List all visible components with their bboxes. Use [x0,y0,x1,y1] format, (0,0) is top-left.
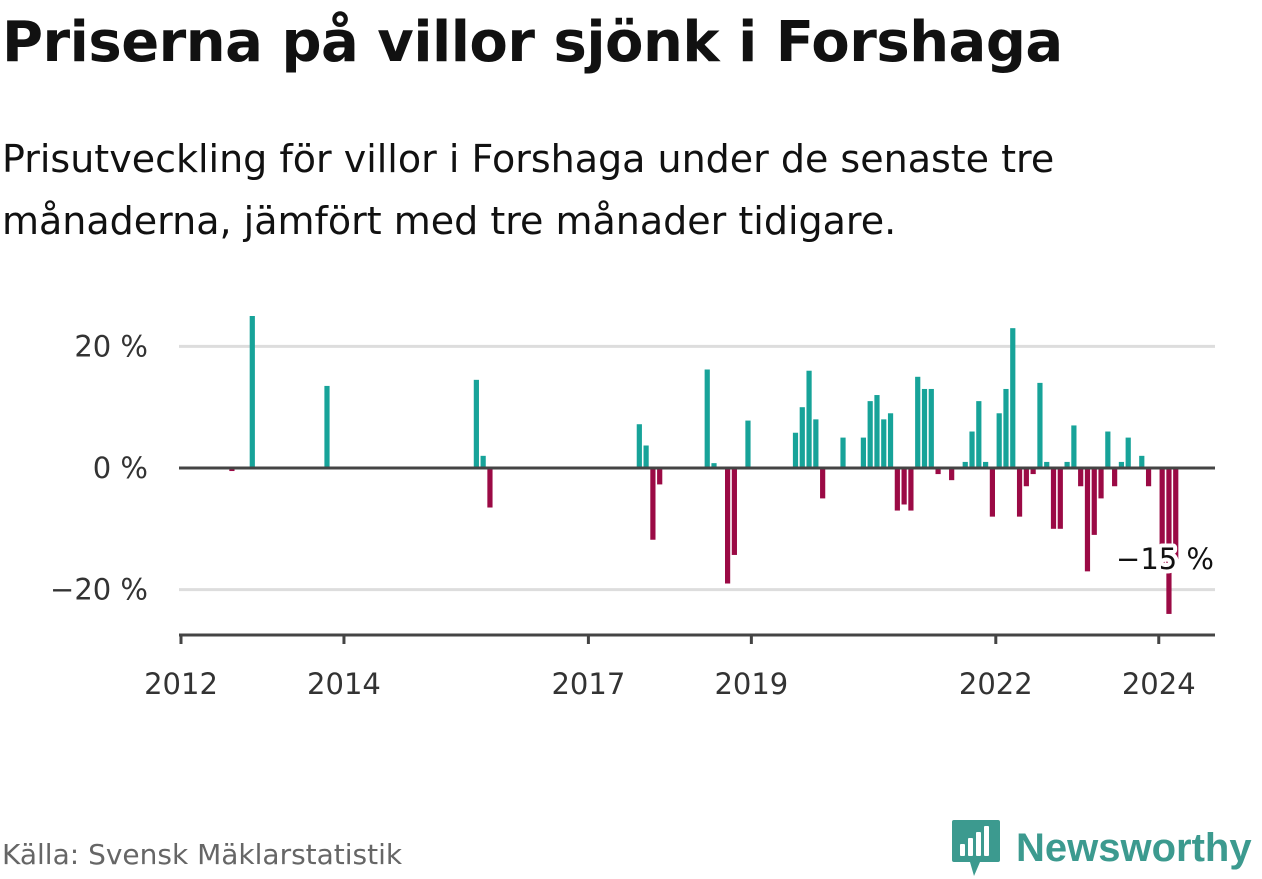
bar [643,445,649,468]
bar [1078,468,1084,487]
bar [1125,437,1131,468]
bar [894,468,900,511]
bar [1145,468,1152,487]
bar [229,468,235,472]
newsworthy-icon [952,820,1000,876]
bar [1023,468,1029,487]
bar [867,401,873,468]
bar [989,468,995,517]
bar [860,437,866,468]
bar [745,420,751,468]
bar [1166,468,1172,614]
bar [1057,468,1063,529]
bar [1050,468,1057,529]
bar [1112,468,1118,487]
bar [636,424,642,468]
x-tick-label: 2012 [144,667,218,701]
bar [983,461,989,468]
bar [881,419,887,468]
x-tick-label: 2014 [307,667,381,701]
bar [976,401,982,468]
bar [792,432,799,468]
bar [249,316,255,468]
bar [820,468,826,499]
chart-subtitle: Prisutveckling för villor i Forshaga und… [2,137,1055,243]
bar [887,413,894,468]
bar [921,388,928,468]
bar [1159,468,1165,569]
bar [1118,461,1125,468]
axes [179,466,1215,644]
brand-name: Newsworthy [1016,825,1252,870]
annotation-label: −15 % [1116,542,1214,576]
gridlines [179,344,1215,592]
bar [874,395,880,468]
y-tick-label: 20 % [74,329,148,363]
bar [1098,468,1104,499]
x-tick-label: 2024 [1122,667,1196,701]
bar [949,468,955,481]
bar [806,370,812,468]
bar [928,388,934,468]
bar [650,468,656,540]
bar [487,468,493,508]
bar [969,431,975,468]
bar [473,379,479,468]
annotation-halo: −15 % [1116,542,1214,576]
bar [480,455,486,468]
bar [962,461,968,468]
bar [1105,431,1111,468]
y-tick-label: −20 % [50,573,148,607]
bar [1139,455,1145,468]
x-tick-label: 2019 [714,667,788,701]
bar [711,463,717,468]
bar [1037,382,1043,468]
bars [229,316,1179,614]
bar [1003,388,1009,468]
bar [657,468,663,485]
bar [901,468,907,505]
bar [908,468,914,511]
bar [813,419,819,468]
chart-title: Priserna på villor sjönk i Forshaga [2,10,1063,75]
bar [1071,425,1077,468]
bar [996,413,1002,468]
brand-logo: Newsworthy [950,818,1252,878]
bar [725,468,731,584]
bar [1064,461,1070,468]
bar [1010,328,1016,468]
bar [799,407,805,468]
bar [731,468,737,555]
bar [704,369,710,468]
source-note: Källa: Svensk Mäklarstatistik [2,838,403,871]
y-tick-label: 0 % [93,451,148,485]
bar [1030,468,1036,475]
bar [1084,468,1091,572]
labels: 20 % 0 % −20 % 2012 2014 2017 2019 2022 2024 −15 … [50,329,1218,701]
x-tick-label: 2022 [959,667,1033,701]
bar [840,437,846,468]
bar [1044,461,1050,468]
x-tick-label: 2017 [551,667,625,701]
bar [324,385,330,468]
bar [915,376,921,468]
bar [1016,468,1023,517]
bar [935,468,941,475]
bar [1173,468,1179,560]
bar [1091,468,1097,535]
